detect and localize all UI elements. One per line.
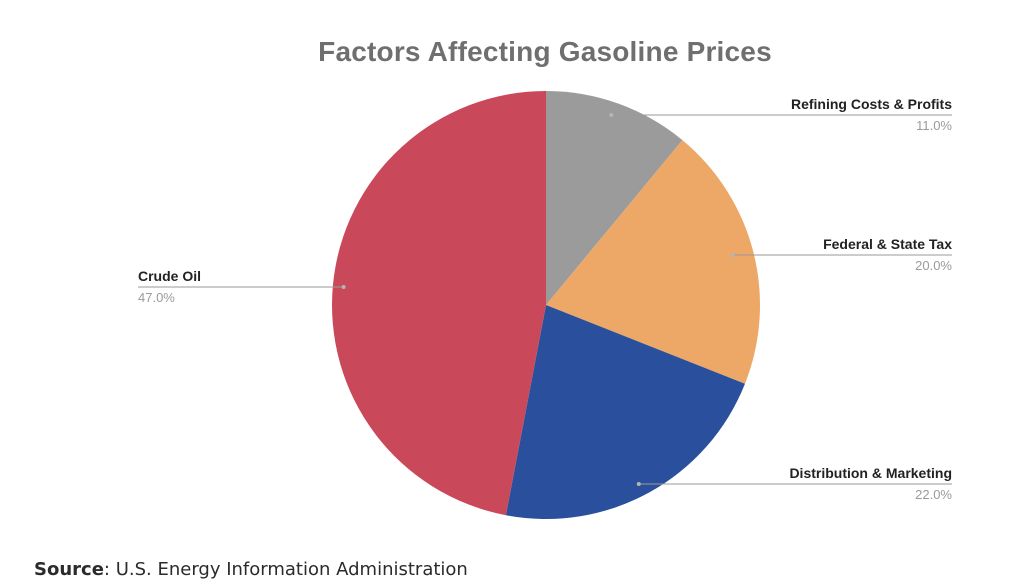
- source-text: : U.S. Energy Information Administration: [103, 559, 468, 580]
- pie-slice-federal-and-state-tax: [546, 140, 760, 384]
- slice-label-crude-oil: Crude Oil: [138, 268, 201, 284]
- leader-lines: [138, 113, 952, 486]
- slice-label-federal-and-state-tax: Federal & State Tax: [823, 236, 952, 252]
- pie-slice-distribution-and-marketing: [505, 305, 745, 519]
- source-label: Source: [34, 559, 104, 580]
- leader-dot-federal-and-state-tax: [730, 253, 735, 257]
- slice-labels: Refining Costs & Profits 11.0% Federal & S…: [138, 96, 952, 502]
- slice-percent-distribution-and-marketing: 22.0%: [915, 487, 952, 502]
- slice-percent-crude-oil: 47.0%: [138, 290, 175, 305]
- leader-dot-refining-costs-and-profits: [609, 113, 614, 117]
- slice-label-distribution-and-marketing: Distribution & Marketing: [789, 465, 952, 481]
- pie-slices: [332, 91, 760, 519]
- slice-percent-federal-and-state-tax: 20.0%: [915, 258, 952, 273]
- slice-percent-refining-costs-and-profits: 11.0%: [916, 118, 952, 133]
- pie-slice-refining-costs-and-profits: [546, 91, 683, 305]
- source-note: Source: U.S. Energy Information Administ…: [34, 559, 468, 580]
- pie-slice-crude-oil: [332, 91, 546, 516]
- chart-title: Factors Affecting Gasoline Prices: [318, 36, 772, 67]
- leader-dot-distribution-and-marketing: [636, 482, 641, 486]
- leader-dot-crude-oil: [341, 285, 346, 289]
- slice-label-refining-costs-and-profits: Refining Costs & Profits: [791, 96, 952, 112]
